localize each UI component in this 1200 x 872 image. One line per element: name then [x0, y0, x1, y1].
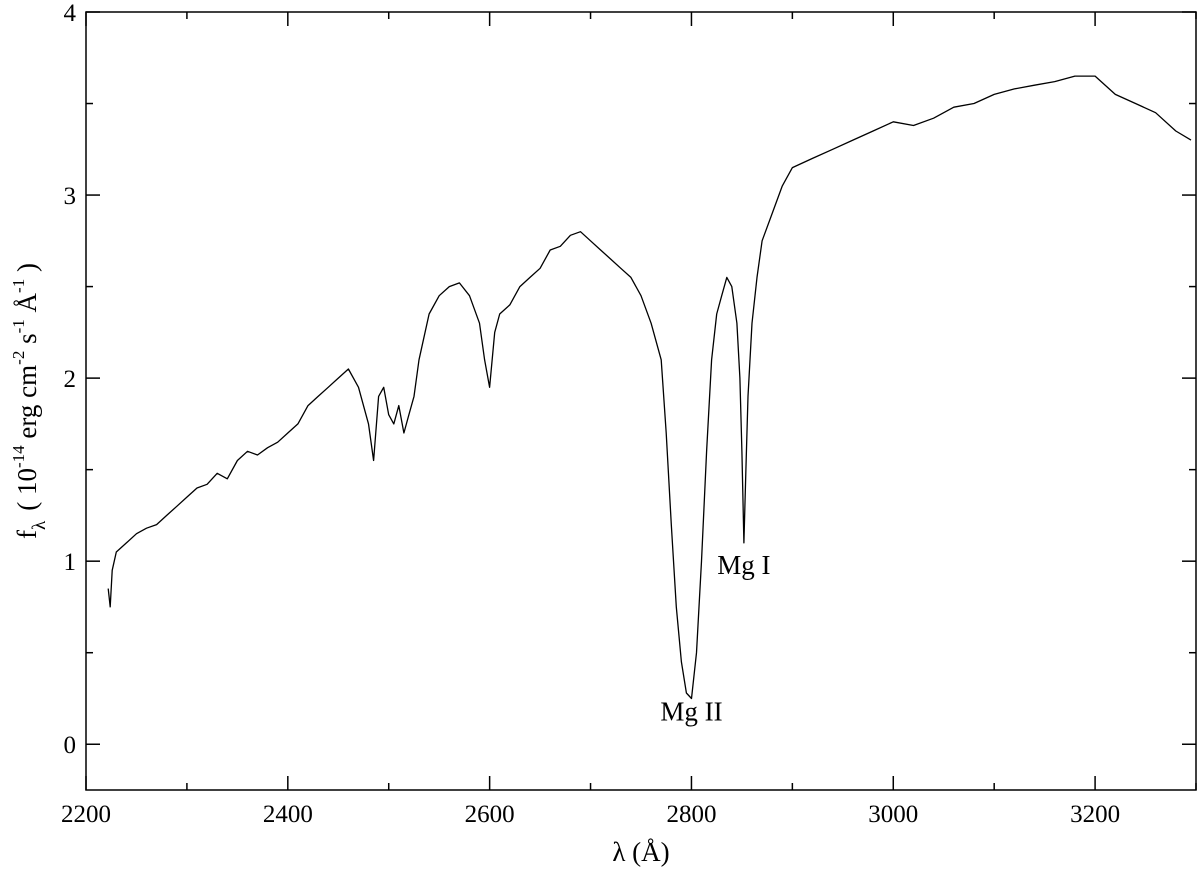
y-tick-label: 4	[64, 0, 77, 27]
y-axis-title: fλ( 10-14 erg cm-2 s-1 Å-1 )	[9, 263, 50, 539]
annotation-mg-i: Mg I	[717, 550, 770, 580]
y-tick-label: 2	[64, 366, 77, 393]
y-tick-label: 3	[64, 183, 77, 210]
x-tick-label: 2200	[61, 801, 111, 828]
annotation-mg-ii: Mg II	[660, 696, 722, 726]
y-axis-unit2: s	[12, 333, 42, 350]
plot-frame	[85, 11, 1197, 791]
axis-ticks	[85, 11, 1197, 790]
y-axis-f: f	[12, 530, 42, 539]
y-axis-open: ( 10	[12, 468, 42, 511]
x-tick-label: 2800	[666, 801, 716, 828]
y-axis-f-sub: λ	[29, 520, 50, 530]
axis-tick-labels: 2200 2400 2600 2800 3000 3200 0 1 2 3 4	[61, 0, 1120, 828]
y-tick-label: 1	[64, 549, 77, 576]
y-axis-exp3: -1	[9, 319, 28, 333]
y-axis-unit1: erg cm	[12, 365, 42, 445]
x-axis-title: λ (Å)	[612, 837, 669, 867]
y-axis-close: )	[12, 263, 42, 279]
spectrum-line	[107, 75, 1192, 700]
x-tick-label: 3200	[1070, 801, 1120, 828]
y-tick-label: 0	[64, 732, 77, 759]
y-axis-exp2: -2	[9, 351, 28, 365]
x-tick-label: 3000	[868, 801, 918, 828]
y-axis-unit3: Å	[12, 292, 42, 319]
x-tick-label: 2600	[465, 801, 515, 828]
y-axis-exp1: -14	[9, 445, 28, 468]
y-axis-exp4: -1	[9, 279, 28, 293]
x-tick-label: 2400	[263, 801, 313, 828]
